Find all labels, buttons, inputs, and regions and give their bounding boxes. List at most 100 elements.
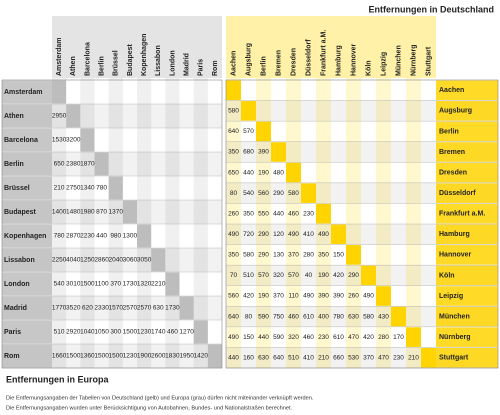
distance: 300: [110, 329, 121, 336]
column-stripe: [316, 16, 331, 368]
column-header: Aachen: [230, 51, 237, 76]
distance: 4040: [66, 257, 81, 264]
distance: 1870: [80, 161, 95, 168]
row-stripe: [226, 182, 498, 204]
diagonal-cell: [165, 272, 180, 296]
distance: 2860: [94, 257, 109, 264]
diagonal-cell: [151, 248, 166, 272]
distance: 350: [228, 149, 239, 156]
diagonal-cell: [421, 347, 436, 368]
distance: 160: [243, 354, 254, 361]
distance: 2950: [52, 113, 67, 120]
distance: 490: [228, 334, 239, 341]
distance: 390: [333, 293, 344, 300]
distance: 2570: [137, 305, 152, 312]
diagonal-cell: [207, 344, 222, 368]
distance: 490: [363, 293, 374, 300]
column-header: Brüssel: [113, 50, 120, 76]
distance: 580: [288, 190, 299, 197]
distance: 780: [96, 185, 107, 192]
row-label-bg: [436, 265, 498, 286]
column-header: Berlin: [98, 56, 105, 76]
row-label-bg: [436, 203, 498, 224]
row-stripe: [226, 141, 498, 163]
diagonal-cell: [361, 265, 376, 286]
distance: 540: [243, 190, 254, 197]
distance: 3010: [66, 281, 81, 288]
distance: 720: [243, 231, 254, 238]
distance: 490: [318, 231, 329, 238]
distance: 210: [54, 185, 65, 192]
distance: 1500: [94, 353, 109, 360]
table-frame: [1, 79, 223, 369]
distance: 350: [318, 252, 329, 259]
distance: 2230: [80, 233, 95, 240]
distance: 440: [273, 210, 284, 217]
distance: 230: [318, 334, 329, 341]
distance: 410: [303, 354, 314, 361]
column-header: Madrid: [183, 53, 190, 76]
distance: 560: [258, 190, 269, 197]
diagonal-cell: [241, 101, 256, 121]
row-label-bg: [2, 152, 52, 176]
row-label: Nürnberg: [439, 334, 471, 341]
distance: 510: [54, 329, 65, 336]
row-label-bg: [436, 101, 498, 121]
row-label-bg: [436, 306, 498, 327]
distance: 1300: [123, 233, 138, 240]
row-label-bg: [2, 296, 52, 320]
column-header: Stuttgart: [425, 46, 432, 76]
distance: 1570: [109, 305, 124, 312]
distance: 2750: [66, 185, 81, 192]
distance: 150: [333, 252, 344, 259]
column-header: Augsburg: [245, 43, 252, 76]
column-header: Hannover: [350, 43, 357, 76]
distance: 650: [54, 161, 65, 168]
table-frame: [225, 79, 499, 369]
row-label-bg: [436, 245, 498, 265]
distance: 1500: [66, 353, 81, 360]
row-label-bg: [436, 121, 498, 142]
column-header: Düsseldorf: [305, 39, 312, 76]
distance: 1730: [123, 281, 138, 288]
distance: 440: [96, 233, 107, 240]
diagonal-cell: [331, 224, 346, 245]
diagonal-cell: [226, 80, 241, 101]
row-label-bg: [436, 80, 498, 101]
distance: 210: [318, 354, 329, 361]
note: Die Entfernungsangaben der Tabellen von …: [6, 395, 314, 401]
distance: 630: [258, 354, 269, 361]
distance: 1770: [52, 305, 67, 312]
row-label: Frankfurt a.M.: [439, 211, 485, 218]
distance: 2250: [52, 257, 67, 264]
diagonal-cell: [137, 224, 152, 248]
distance: 2210: [151, 281, 166, 288]
row-label-bg: [436, 183, 498, 203]
distance: 390: [258, 149, 269, 156]
diagonal-cell: [271, 142, 286, 162]
distance: 460: [288, 313, 299, 320]
distance: 170: [393, 334, 404, 341]
column-header: Bremen: [275, 50, 282, 76]
row-label: Brüssel: [4, 185, 30, 192]
distance: 460: [167, 329, 178, 336]
row-label: Amsterdam: [4, 89, 43, 96]
distance: 580: [228, 108, 239, 115]
distance: 570: [243, 128, 254, 135]
row-label: Bremen: [439, 149, 465, 156]
distance: 1230: [123, 353, 138, 360]
row-label: München: [439, 313, 470, 320]
distance: 350: [243, 210, 254, 217]
distance: 510: [288, 354, 299, 361]
column-header: Dresden: [290, 48, 297, 76]
distance: 280: [303, 252, 314, 259]
distance: 230: [393, 354, 404, 361]
distance: 440: [228, 354, 239, 361]
row-label: Berlin: [439, 128, 459, 135]
distance: 870: [96, 209, 107, 216]
distance: 1660: [52, 353, 67, 360]
distance: 420: [243, 293, 254, 300]
distance: 440: [258, 334, 269, 341]
distance: 370: [288, 252, 299, 259]
